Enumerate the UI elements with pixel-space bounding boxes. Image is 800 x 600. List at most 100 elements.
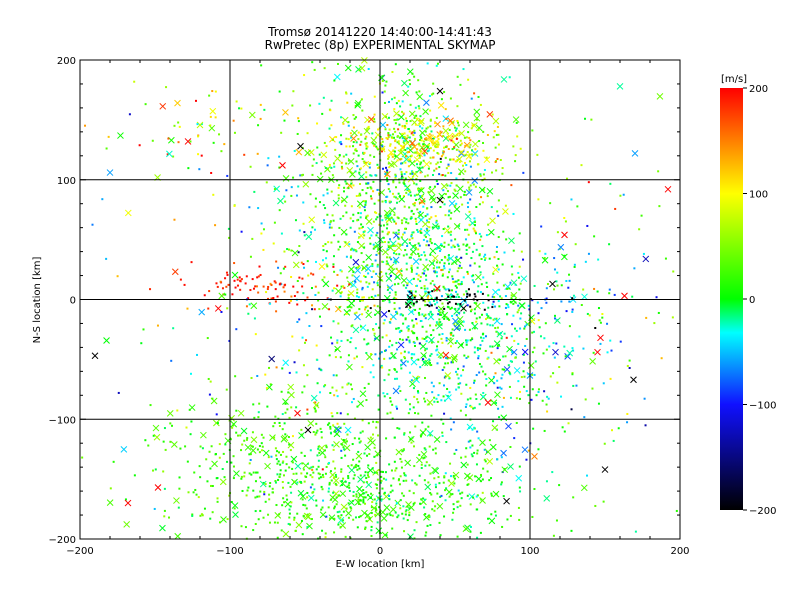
data-point xyxy=(300,261,303,264)
data-point-cross xyxy=(369,439,376,446)
data-point xyxy=(537,448,540,451)
data-point xyxy=(479,174,482,177)
data-point xyxy=(281,461,284,464)
data-point xyxy=(326,213,329,216)
data-point xyxy=(362,501,365,504)
data-point xyxy=(273,436,276,439)
data-point xyxy=(298,229,301,232)
data-point xyxy=(348,283,351,286)
data-point xyxy=(240,230,243,233)
data-point xyxy=(233,262,236,265)
data-point xyxy=(351,388,354,391)
data-point xyxy=(498,288,501,291)
data-point xyxy=(503,251,506,254)
data-point xyxy=(350,255,353,258)
data-point xyxy=(398,243,401,246)
data-point-cross xyxy=(492,490,500,498)
data-point xyxy=(468,210,471,213)
data-point xyxy=(474,230,477,233)
data-point xyxy=(347,360,350,363)
data-point xyxy=(314,197,317,200)
data-point xyxy=(385,115,388,118)
data-point xyxy=(343,186,346,189)
data-point xyxy=(430,341,433,344)
data-point xyxy=(404,184,407,187)
data-point-cross xyxy=(403,156,410,163)
data-point xyxy=(386,288,389,291)
data-point xyxy=(290,295,293,298)
data-point-cross xyxy=(410,358,418,366)
data-point xyxy=(553,314,556,317)
data-point xyxy=(345,91,348,94)
colorbar-tick-label: −200 xyxy=(749,506,776,517)
data-point xyxy=(518,465,521,468)
data-point xyxy=(266,288,269,291)
data-point xyxy=(396,159,399,162)
data-point xyxy=(563,430,566,433)
data-point xyxy=(467,233,470,236)
data-point xyxy=(460,283,463,286)
data-point xyxy=(259,490,262,493)
data-point-cross xyxy=(452,317,459,325)
data-point xyxy=(385,334,388,337)
data-point xyxy=(346,101,349,104)
data-point xyxy=(405,305,408,308)
data-point xyxy=(351,274,354,277)
data-point-cross xyxy=(171,268,179,276)
data-point xyxy=(315,344,318,347)
data-point xyxy=(473,351,476,354)
data-point xyxy=(556,284,559,287)
data-point xyxy=(631,295,634,298)
data-point-cross xyxy=(159,102,167,110)
data-point xyxy=(453,245,456,248)
data-point xyxy=(306,472,309,475)
data-point xyxy=(366,309,369,312)
data-point xyxy=(438,318,441,321)
data-point xyxy=(531,373,534,376)
data-point-cross xyxy=(453,205,461,213)
data-point xyxy=(466,339,469,342)
data-point xyxy=(189,140,192,143)
data-point xyxy=(329,221,332,224)
data-point xyxy=(408,290,411,293)
data-point xyxy=(317,472,320,475)
data-point xyxy=(154,468,157,471)
data-point-cross xyxy=(398,195,406,203)
data-point xyxy=(366,214,369,217)
data-point xyxy=(436,182,439,185)
data-point xyxy=(383,395,386,398)
data-point xyxy=(338,494,341,497)
data-point xyxy=(428,226,431,229)
data-point xyxy=(319,427,322,430)
data-point xyxy=(276,450,279,453)
data-point xyxy=(350,182,353,185)
data-point xyxy=(499,295,502,298)
data-point-cross xyxy=(231,502,239,509)
data-point xyxy=(187,491,190,494)
data-point xyxy=(325,446,328,449)
data-point-cross xyxy=(297,142,304,150)
data-point-cross xyxy=(279,162,286,169)
data-point-cross xyxy=(232,511,239,518)
data-point xyxy=(305,507,308,510)
data-point xyxy=(163,487,166,490)
data-point xyxy=(318,367,321,370)
data-point xyxy=(452,141,455,144)
data-point xyxy=(446,293,449,296)
data-point xyxy=(316,122,319,125)
data-point xyxy=(420,136,423,139)
data-point xyxy=(271,487,274,490)
data-point xyxy=(363,496,366,499)
data-point xyxy=(435,321,438,324)
data-point xyxy=(334,429,337,432)
data-point xyxy=(518,397,521,400)
data-point xyxy=(429,434,432,437)
data-point xyxy=(452,334,455,337)
data-point xyxy=(163,515,166,518)
data-point xyxy=(471,250,474,253)
data-point xyxy=(240,475,243,478)
data-point-cross xyxy=(557,243,565,251)
data-point xyxy=(532,427,535,430)
data-point xyxy=(483,177,486,180)
data-point xyxy=(225,285,228,288)
